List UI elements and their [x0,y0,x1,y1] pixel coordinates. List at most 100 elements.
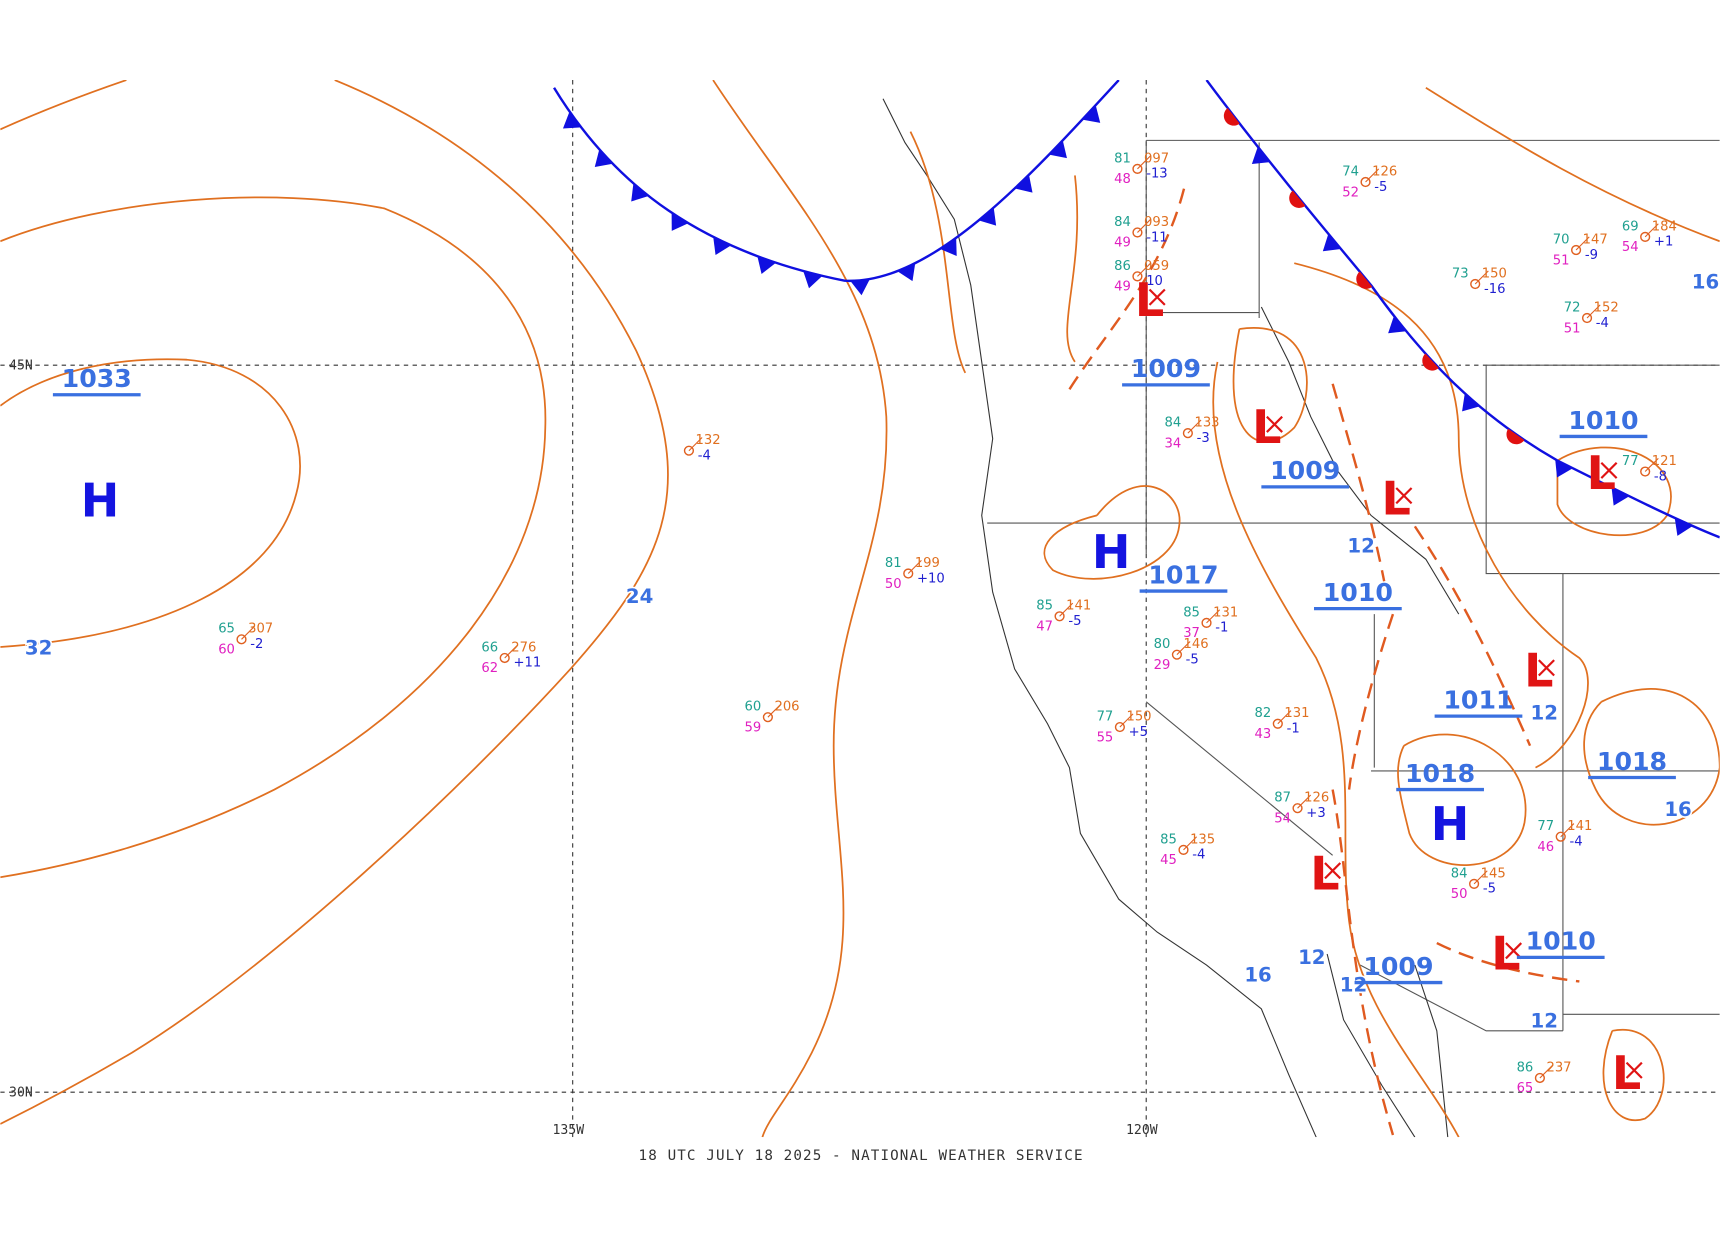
pressure-tendency: +10 [917,571,945,586]
pressure-label: 1018 [1405,759,1475,788]
dewpoint: 43 [1254,727,1271,742]
low-center-mark [1266,415,1283,433]
dewpoint: 65 [1517,1081,1534,1096]
cold-front-symbol [1322,233,1341,252]
temperature: 77 [1537,819,1554,834]
station: 81 097 48 -13 [1114,151,1169,187]
wind-barb [1586,304,1601,319]
wind-barb [1187,419,1202,434]
pressure-tendency: -5 [1068,614,1081,629]
dewpoint: 37 [1183,626,1200,641]
isobar-label: 12 [1531,1010,1558,1033]
pressure-tendency: -8 [1654,469,1667,484]
station: 84 133 34 -3 [1165,416,1220,452]
station-circle [1534,1072,1545,1084]
isobar-label: 24 [626,585,653,608]
cold-front-symbol [850,279,870,296]
cold-front-symbol [1462,393,1480,412]
front-symbols [562,105,1693,536]
station: 80 146 29 -5 [1154,637,1209,673]
dewpoint: 62 [481,661,498,676]
warm-front-symbol [1356,271,1373,289]
temperature: 65 [218,622,235,637]
isobar-label: 12 [1298,946,1325,969]
isobar-label: 16 [1244,963,1271,986]
wind-barb [1473,870,1488,885]
cold-front-symbol [978,207,997,226]
station-circle [1360,176,1371,188]
pressure-tendency: 10 [1146,274,1163,289]
temperature: 84 [1451,866,1468,881]
lon-label: 135W [552,1123,584,1138]
low-center-mark [1538,659,1555,677]
low-center-mark [1625,1061,1643,1079]
station-circle [1201,617,1212,628]
temperature: 84 [1165,416,1182,431]
wind-barb [1474,270,1489,285]
station: 77 141 46 -4 [1537,819,1592,855]
high-symbol: H [81,474,120,528]
cold-front-symbol [1674,517,1693,536]
dewpoint: 50 [885,577,902,592]
cold-front-symbol [1555,459,1573,478]
pressure: 131 [1213,605,1238,620]
pressure: 135 [1190,832,1215,847]
station: 73 150-16 [1452,266,1507,296]
station-circle [1570,244,1582,256]
isobar-label: 32 [25,637,52,660]
wind-barb [688,437,703,452]
pressure: 097 [1144,151,1169,166]
dewpoint: 48 [1114,172,1131,187]
isobar-label: 12 [1531,701,1558,724]
station-circle [499,652,510,664]
pressure-tendency: +5 [1129,725,1148,740]
wind-barb [1560,823,1575,838]
dewpoint: 29 [1154,658,1171,673]
pressure: 126 [1304,791,1329,806]
pressure-tendency: -11 [1146,230,1167,245]
pressure: 093 [1144,215,1169,230]
pressure-label: 1010 [1568,406,1638,435]
station-circle [1132,163,1143,174]
pressure-tendency: -13 [1146,167,1167,182]
isobar-label: 12 [1340,973,1367,996]
pressure: 141 [1567,819,1592,834]
station: 85 131 37 -1 [1183,605,1238,641]
station-circle [1640,466,1651,477]
pressure-tendency: -9 [1585,248,1598,263]
station-circle [762,712,773,723]
temperature: 69 [1622,219,1639,234]
high-symbol: H [1431,797,1470,851]
temperature: 86 [1517,1060,1534,1075]
pressure-tendency: -4 [1570,834,1583,849]
wind-barb [1539,1064,1554,1079]
dewpoint: 51 [1564,321,1581,336]
pressure: 184 [1652,219,1677,234]
wind-barb [1137,218,1151,233]
dewpoint: 60 [218,643,235,658]
temperature: 81 [885,556,902,571]
wind-barb [1183,836,1198,851]
station-circle [903,568,914,579]
pressure-label: 1010 [1323,578,1393,607]
pressure-tendency: -2 [250,637,263,652]
low-center-mark [1324,862,1342,880]
dewpoint: 59 [745,720,762,735]
pressure-tendency: -4 [1192,848,1205,863]
station: 84 093 49 -11 [1114,215,1169,251]
borders [882,98,1720,1138]
temperature: 66 [481,640,498,655]
pressure-tendency: -4 [698,448,711,463]
cold-front-symbol [713,236,732,256]
cold-front-symbol [1014,174,1033,193]
station-circle [1640,231,1651,242]
pressure-tendency: -3 [1197,431,1210,446]
temperature: 85 [1036,599,1053,614]
pressure: 199 [915,556,940,571]
low-center-mark [1600,461,1618,479]
temperature: 77 [1622,454,1639,469]
pressure-label: 1010 [1526,927,1596,956]
station: 72 152 51 -4 [1564,300,1619,336]
